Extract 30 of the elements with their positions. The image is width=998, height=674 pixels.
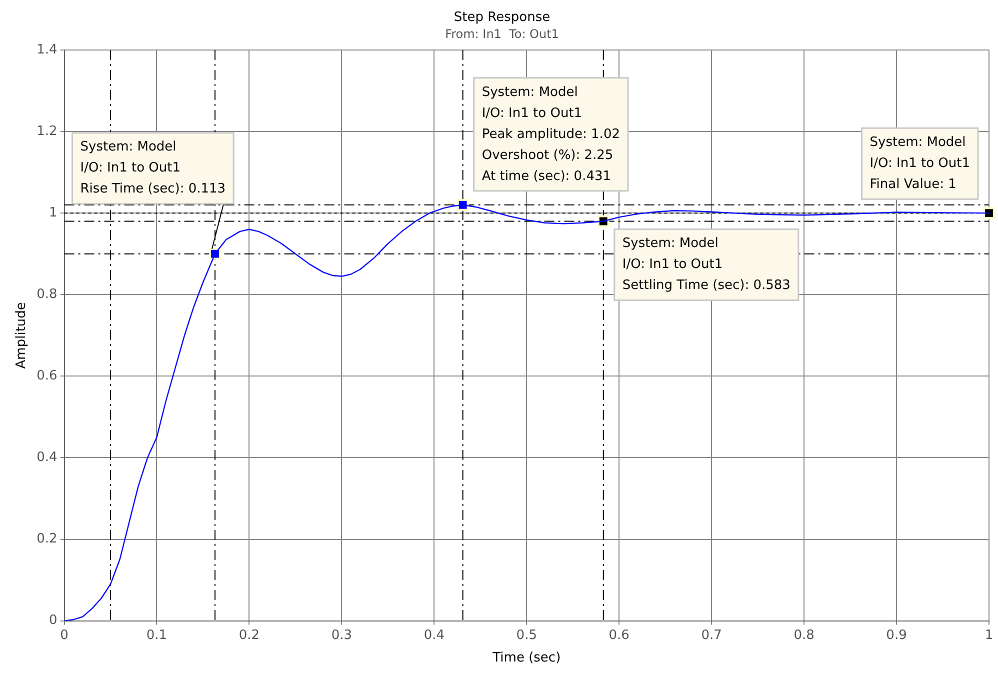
y-tick-label: 0.4: [36, 450, 58, 466]
x-tick-label: 0.4: [424, 628, 445, 643]
x-tick-label: 0.5: [516, 628, 537, 643]
y-tick-label: 0.6: [36, 368, 58, 384]
y-tick-label: 0: [48, 613, 58, 628]
point: [209, 248, 221, 260]
x-axis-title: Time (sec): [492, 650, 561, 666]
x-tick-label: 0: [60, 628, 68, 643]
annotation: System: Model I/O: In1 to Out1 Final Value: 1: [870, 134, 970, 192]
annotation: System: Model I/O: In1 to Out1 Settling Time (sec): 0.583: [622, 236, 790, 294]
x-tick-label: 1: [984, 628, 994, 643]
y-tick-label: 1.4: [36, 42, 58, 58]
x-tick-label: 0.3: [331, 628, 352, 643]
annotation: System: Model I/O: In1 to Out1 Rise Time (sec): 0.113: [80, 140, 226, 197]
point: [456, 198, 469, 211]
y-tick-label: 1.2: [36, 124, 58, 139]
x-tick-label: 0.8: [794, 628, 814, 643]
y-axis-title: Amplitude: [14, 302, 30, 369]
chart-title: Step Response: [454, 10, 550, 26]
x-tick-label: 0.1: [146, 628, 168, 643]
y-tick-label: 0.2: [36, 532, 58, 547]
annotation: System: Model I/O: In1 to Out1 Peak amplitude: 1.02 Overshoot (%): 2.25 At time (sec): 0.431: [482, 84, 620, 184]
x-tick-label: 0.6: [608, 628, 630, 643]
x-tick-label: 0.9: [886, 628, 907, 643]
y-tick-label: 1: [48, 205, 58, 220]
x-tick-label: 0.2: [238, 628, 260, 643]
point: [983, 207, 995, 220]
chart-subtitle: From: In1 To: Out1: [445, 26, 559, 41]
y-tick-label: 0.8: [36, 287, 58, 302]
x-tick-label: 0.7: [701, 628, 722, 643]
